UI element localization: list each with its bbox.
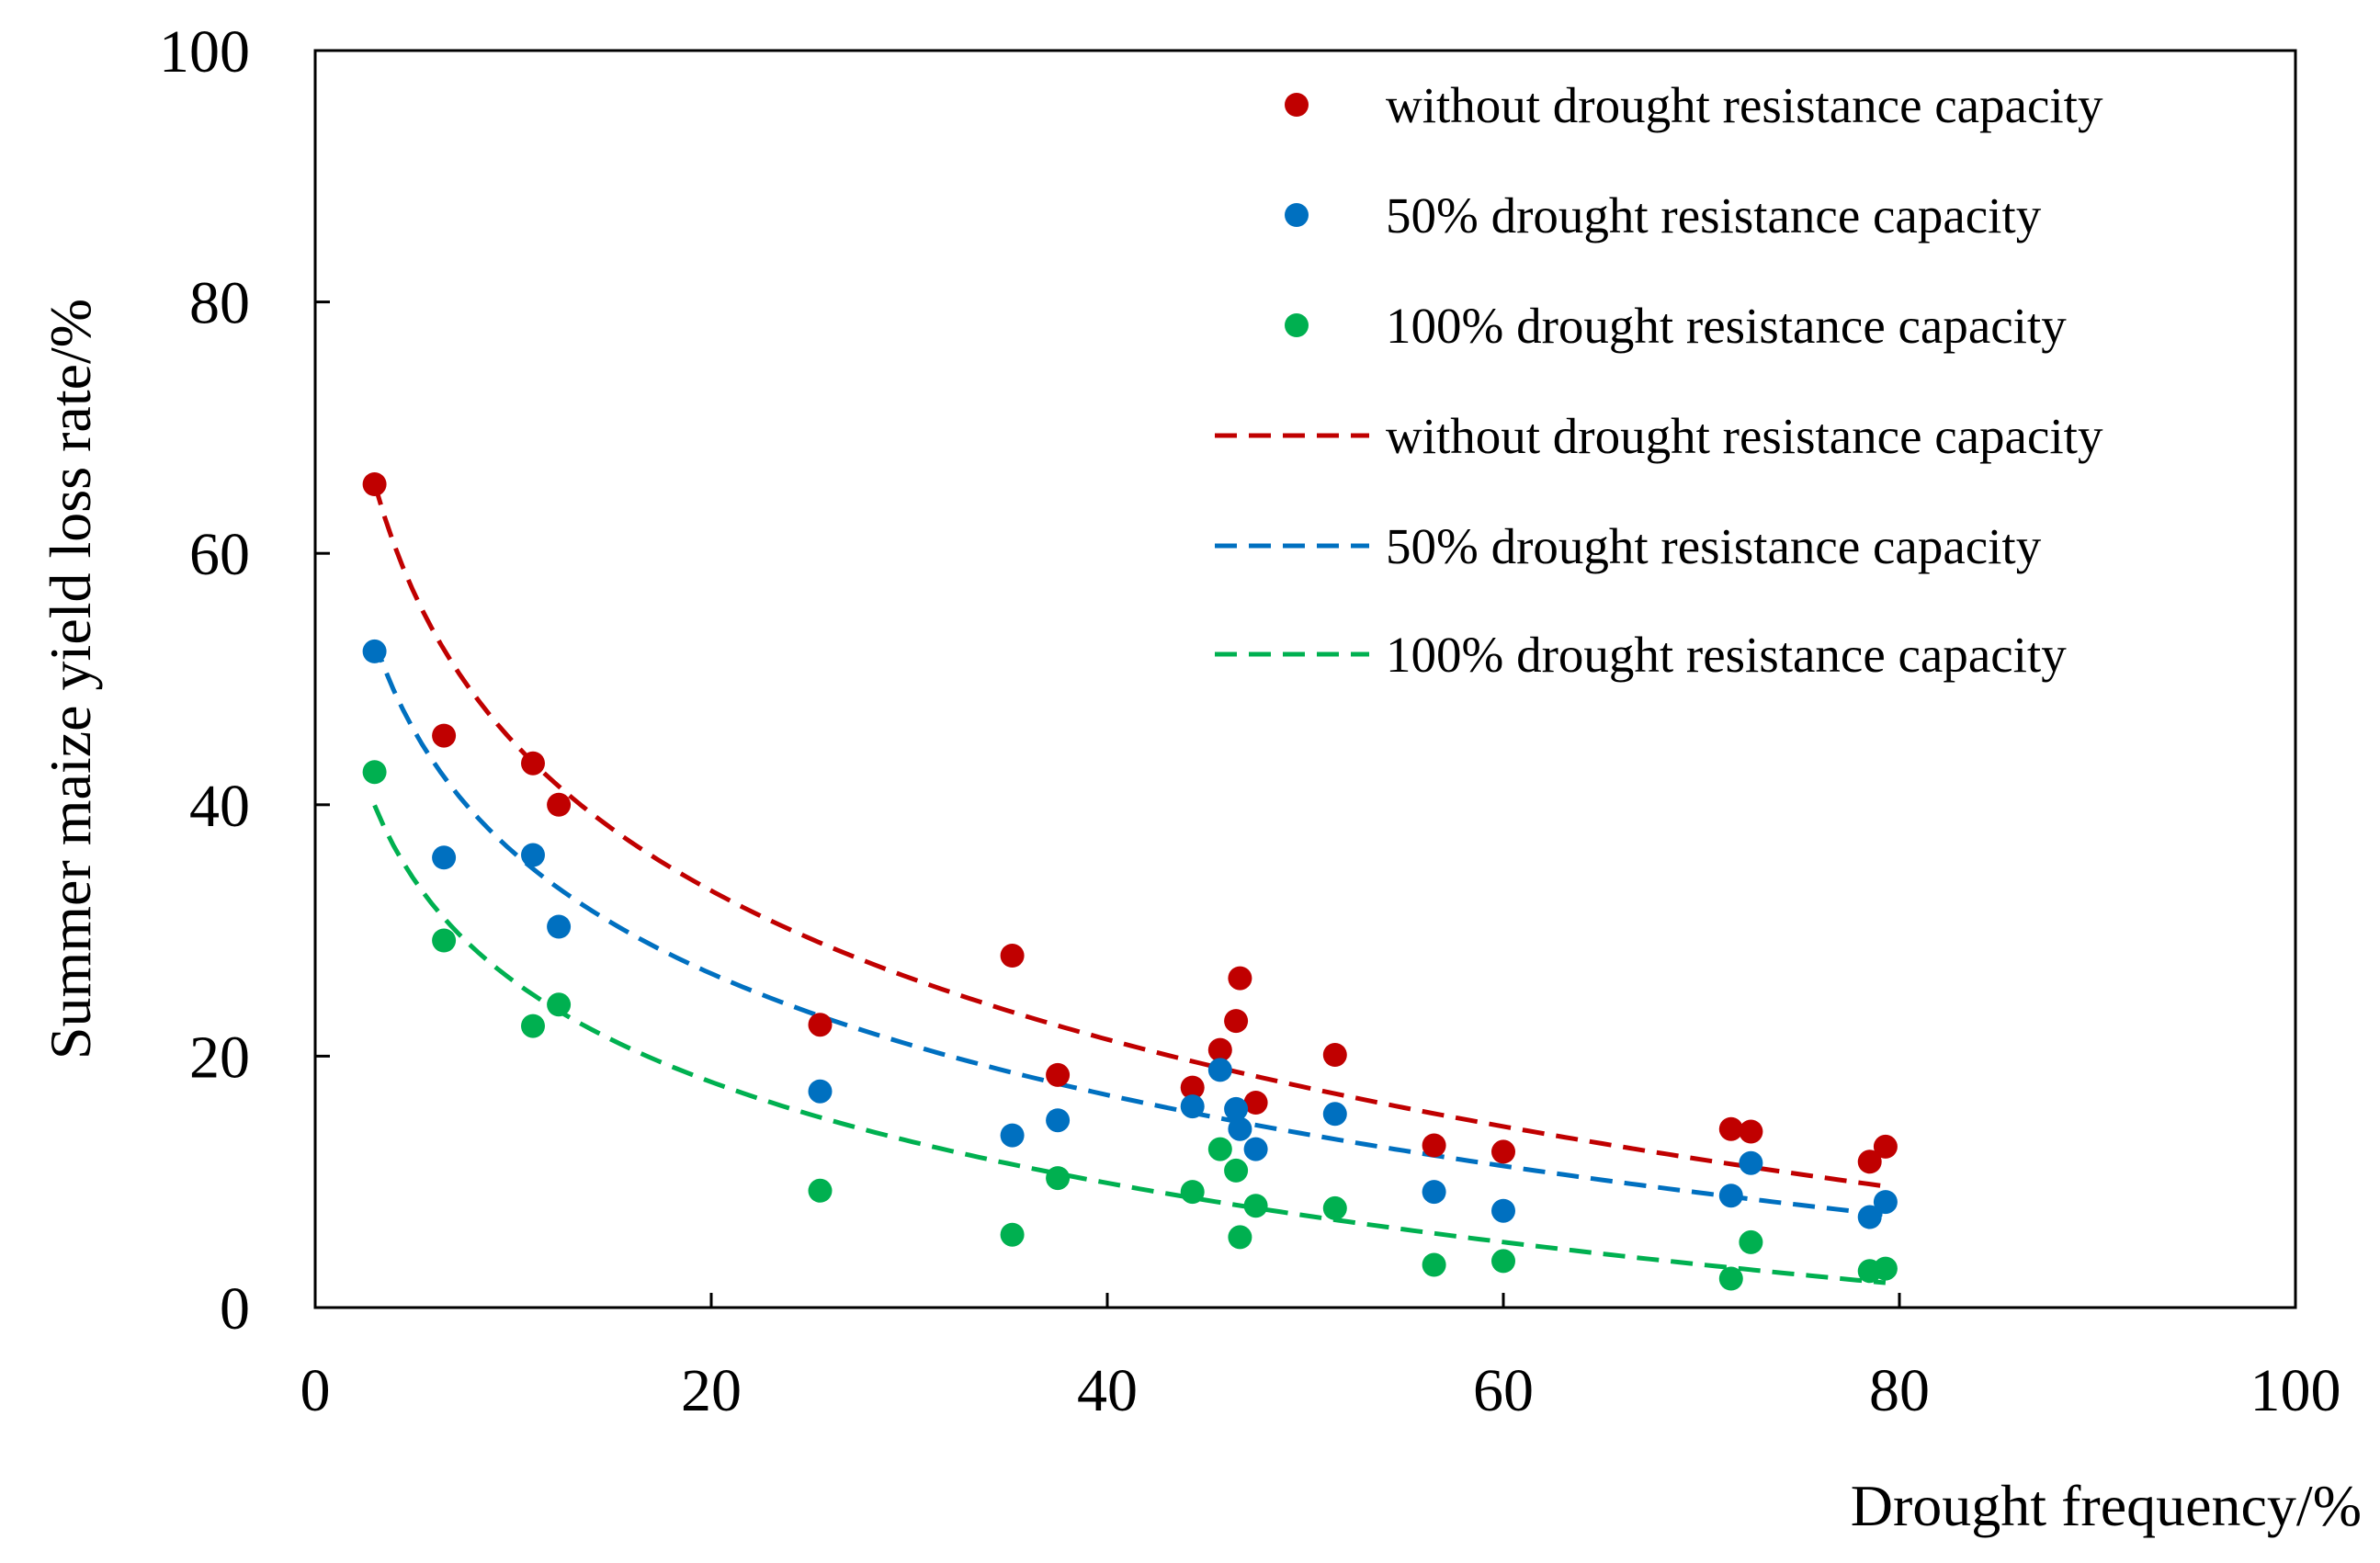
legend-label-2: 50% drought resistance capacity xyxy=(1386,187,2042,244)
series-3-point xyxy=(1224,1158,1249,1183)
series-1-point xyxy=(1000,944,1025,968)
series-2-point xyxy=(521,843,545,867)
series-1-point xyxy=(1224,1009,1249,1034)
series-1-point xyxy=(1322,1043,1347,1067)
series-1-point xyxy=(1422,1133,1446,1158)
series-2-point xyxy=(1207,1058,1232,1082)
series-2-point xyxy=(1739,1150,1763,1175)
legend-marker-3 xyxy=(1285,313,1309,337)
series-3-point xyxy=(808,1178,833,1203)
series-2-point xyxy=(1857,1205,1882,1229)
series-1-point xyxy=(1491,1139,1515,1164)
series-1-point xyxy=(1739,1119,1763,1144)
series-1-point xyxy=(521,751,545,776)
series-1-point xyxy=(1243,1091,1268,1115)
series-1-point xyxy=(547,792,572,817)
series-1-point xyxy=(808,1013,833,1037)
series-1-point xyxy=(1857,1150,1882,1174)
series-3-point xyxy=(362,760,387,785)
legend-marker-1 xyxy=(1285,93,1309,117)
series-3-point xyxy=(1046,1166,1071,1191)
series-3-point xyxy=(521,1014,545,1038)
series-2-point xyxy=(547,914,572,939)
legend: without drought resistance capacity 50% d… xyxy=(1215,77,2103,683)
series-1-point xyxy=(362,472,387,496)
series-2-point xyxy=(1873,1190,1898,1215)
series-3-point xyxy=(1228,1225,1252,1250)
y-axis-title: Summer maize yield loss rate/% xyxy=(38,299,103,1059)
x-axis-title: Drought frequency/% xyxy=(1851,1473,2362,1538)
legend-marker-2 xyxy=(1285,203,1309,227)
series-3-point xyxy=(547,992,572,1017)
series-2-point xyxy=(1000,1123,1025,1148)
series-3-point xyxy=(1718,1266,1743,1291)
legend-trend-label-3: 100% drought resistance capacity xyxy=(1386,627,2067,683)
y-tick-label: 60 xyxy=(189,521,250,588)
series-3-point xyxy=(1000,1222,1025,1247)
y-tick-label: 100 xyxy=(159,18,250,85)
series-2-point xyxy=(1180,1094,1205,1119)
series-1-point xyxy=(1046,1062,1071,1087)
y-tick-label: 20 xyxy=(189,1024,250,1091)
series-3-point xyxy=(1180,1180,1205,1205)
trendline-3 xyxy=(372,804,1887,1286)
series-3-point xyxy=(1243,1194,1268,1218)
series-2-point xyxy=(1224,1096,1249,1121)
y-tick-label: 80 xyxy=(189,270,250,337)
series-1-point xyxy=(1207,1037,1232,1062)
series-3-point xyxy=(1739,1229,1763,1254)
axis-ticks: 0 20 40 60 80 100 0 20 40 60 80 100 xyxy=(159,18,2341,1424)
legend-label-3: 100% drought resistance capacity xyxy=(1386,298,2067,354)
series-3-point xyxy=(1873,1256,1898,1281)
x-tick-label: 40 xyxy=(1077,1357,1138,1424)
series-2-point xyxy=(1718,1184,1743,1208)
x-tick-label: 60 xyxy=(1473,1357,1534,1424)
trendline-2 xyxy=(372,640,1887,1218)
plot-area xyxy=(313,49,2297,1309)
series-2-point xyxy=(1422,1180,1446,1205)
series-2-point xyxy=(1243,1137,1268,1161)
legend-trend-label-2: 50% drought resistance capacity xyxy=(1386,518,2042,574)
series-1-point xyxy=(1873,1134,1898,1159)
y-tick-label: 40 xyxy=(189,773,250,840)
x-tick-label: 20 xyxy=(681,1357,742,1424)
series-3-point xyxy=(1422,1252,1446,1277)
y-tick-label: 0 xyxy=(220,1275,250,1342)
series-2-point xyxy=(1228,1116,1252,1141)
legend-trend-label-1: without drought resistance capacity xyxy=(1386,408,2103,464)
x-tick-label: 0 xyxy=(300,1357,331,1424)
trendlines xyxy=(372,482,1887,1286)
series-3-point xyxy=(1491,1249,1515,1274)
data-points xyxy=(362,472,1898,1291)
trendline-1 xyxy=(372,482,1887,1189)
series-2-point xyxy=(808,1079,833,1104)
x-tick-label: 80 xyxy=(1869,1357,1930,1424)
series-3-point xyxy=(1207,1137,1232,1161)
series-2-point xyxy=(432,845,457,870)
series-1-point xyxy=(1228,966,1252,991)
series-3-point xyxy=(1322,1195,1347,1220)
legend-label-1: without drought resistance capacity xyxy=(1386,77,2103,133)
series-2-point xyxy=(1322,1102,1347,1127)
series-2-point xyxy=(362,639,387,663)
series-2-point xyxy=(1046,1108,1071,1133)
series-3-point xyxy=(432,928,457,953)
series-2-point xyxy=(1491,1198,1515,1223)
series-1-point xyxy=(1180,1075,1205,1100)
series-1-point xyxy=(1718,1116,1743,1141)
x-tick-label: 100 xyxy=(2250,1357,2341,1424)
series-1-point xyxy=(432,723,457,748)
